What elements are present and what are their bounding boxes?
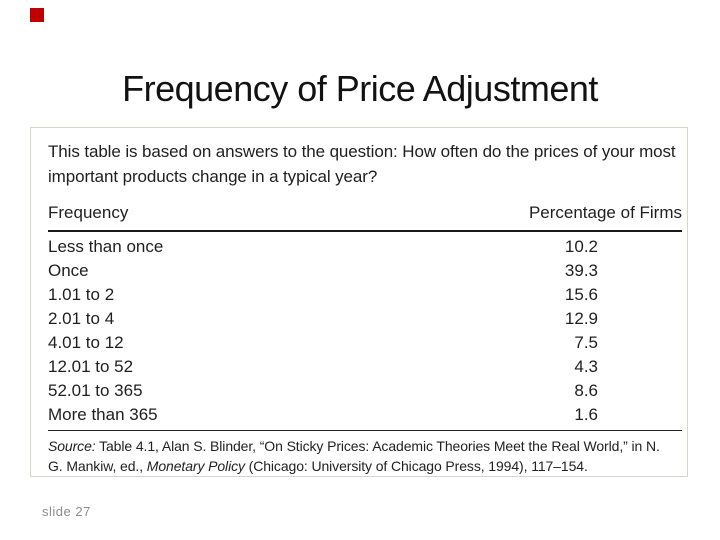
frequency-cell: 4.01 to 12 bbox=[48, 333, 124, 352]
column-header-percentage: Percentage of Firms bbox=[528, 203, 682, 222]
table-row: 2.01 to 4 12.9 bbox=[48, 307, 598, 331]
source-label: Source: bbox=[48, 438, 96, 454]
percentage-cell: 7.5 bbox=[574, 333, 598, 352]
table-intro-text: This table is based on answers to the qu… bbox=[48, 142, 676, 186]
frequency-cell: Less than once bbox=[48, 237, 164, 256]
column-header-frequency: Frequency bbox=[48, 203, 129, 222]
table-row: 1.01 to 2 15.6 bbox=[48, 283, 598, 307]
percentage-cell: 8.6 bbox=[574, 381, 598, 400]
source-text-1: Table 4.1, Alan S. Blinder, “On Sticky P… bbox=[48, 438, 660, 474]
slide-number: slide 27 bbox=[42, 504, 91, 519]
frequency-cell: Once bbox=[48, 261, 89, 280]
red-square-icon bbox=[30, 8, 44, 22]
frequency-cell: 52.01 to 365 bbox=[48, 381, 143, 400]
price-adjustment-table: This table is based on answers to the qu… bbox=[30, 127, 688, 477]
frequency-cell: 12.01 to 52 bbox=[48, 357, 134, 376]
table-bottom-rule bbox=[48, 430, 682, 431]
table-row: 12.01 to 52 4.3 bbox=[48, 355, 598, 379]
table-header-row: Frequency Percentage of Firms bbox=[48, 203, 682, 232]
percentage-cell: 10.2 bbox=[564, 237, 598, 256]
frequency-cell: More than 365 bbox=[48, 405, 158, 424]
table-row: Once 39.3 bbox=[48, 259, 598, 283]
percentage-cell: 15.6 bbox=[564, 285, 598, 304]
table-row: Less than once 10.2 bbox=[48, 235, 598, 259]
slide-title: Frequency of Price Adjustment bbox=[122, 68, 598, 110]
percentage-cell: 4.3 bbox=[574, 357, 598, 376]
source-text-2: (Chicago: University of Chicago Press, 1… bbox=[244, 457, 588, 474]
source-book-title: Monetary Policy bbox=[146, 457, 245, 474]
table-row: 4.01 to 12 7.5 bbox=[48, 331, 598, 355]
source-note: Source: Table 4.1, Alan S. Blinder, “On … bbox=[48, 437, 673, 476]
percentage-cell: 1.6 bbox=[574, 405, 598, 424]
percentage-cell: 39.3 bbox=[564, 261, 598, 280]
percentage-cell: 12.9 bbox=[564, 309, 598, 328]
table-row: 52.01 to 365 8.6 bbox=[48, 379, 598, 403]
frequency-cell: 2.01 to 4 bbox=[48, 309, 115, 328]
table-row: More than 365 1.6 bbox=[48, 403, 598, 427]
table-rows: Less than once 10.2 Once 39.3 1.01 to 2 15.6 2… bbox=[48, 235, 598, 427]
frequency-cell: 1.01 to 2 bbox=[48, 285, 115, 304]
